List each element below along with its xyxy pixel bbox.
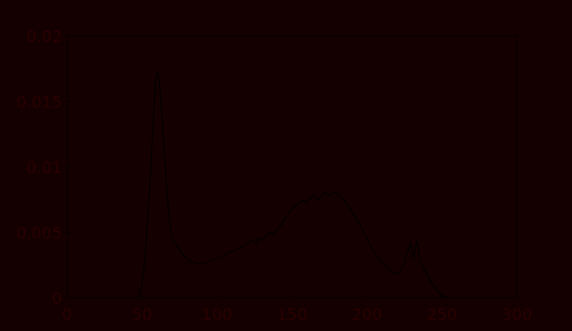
plot-frame bbox=[66, 35, 518, 299]
x-tick-label: 200 bbox=[352, 305, 383, 324]
x-axis: 0 50 100 150 200 250 300 bbox=[62, 294, 532, 324]
y-tick-label: 0.015 bbox=[16, 93, 62, 112]
y-tick-label: 0 bbox=[52, 289, 62, 308]
x-tick-label: 250 bbox=[427, 305, 458, 324]
y-tick-label: 0.01 bbox=[26, 158, 62, 177]
y-axis: 0 0.005 0.01 0.015 0.02 bbox=[16, 27, 71, 308]
x-tick-label: 150 bbox=[277, 305, 308, 324]
x-tick-label: 300 bbox=[502, 305, 533, 324]
y-tick-label: 0.02 bbox=[26, 27, 62, 46]
x-tick-label: 100 bbox=[202, 305, 233, 324]
series-line bbox=[67, 71, 517, 299]
x-tick-label: 50 bbox=[132, 305, 152, 324]
y-tick-label: 0.005 bbox=[16, 224, 62, 243]
x-tick-label: 0 bbox=[62, 305, 72, 324]
